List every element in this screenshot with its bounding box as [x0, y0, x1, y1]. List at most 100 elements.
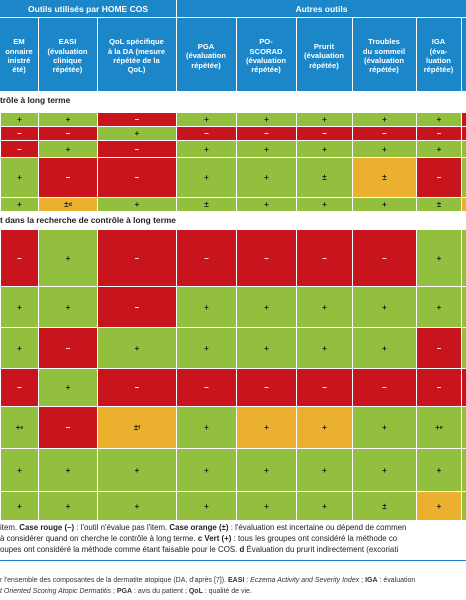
cell-value: + [65, 501, 71, 511]
table-cell: – [98, 369, 176, 406]
table-cell: + [98, 492, 176, 520]
header-separator [97, 18, 98, 91]
group-header-other-tools: Autres outils [295, 4, 348, 14]
table-cell: + [177, 158, 236, 197]
header-separator [296, 18, 297, 91]
cell-value: – [436, 383, 442, 392]
header-separator [352, 18, 353, 91]
table-cell: – [39, 328, 97, 368]
cell-value: + [65, 115, 71, 124]
cell-value: + [264, 501, 269, 511]
table-cell: ± f [98, 407, 176, 448]
table-cell: + [177, 141, 236, 157]
cell-value: + [204, 115, 209, 124]
cell-value: + [134, 129, 140, 138]
cell-value: + [17, 173, 22, 182]
table-cell: + [237, 198, 296, 211]
cell-value: + [17, 302, 22, 312]
cell-value: + [382, 465, 387, 475]
table-cell: – [177, 230, 236, 286]
cell-value: + [382, 200, 387, 209]
cell-value: – [204, 129, 209, 138]
cell-value: + [134, 465, 140, 475]
cell-value: + [264, 200, 269, 209]
table-cell: + [237, 158, 296, 197]
cell-value: + [134, 200, 140, 209]
table-cell: – [177, 127, 236, 140]
table-cell: + [237, 449, 296, 491]
table-cell [462, 449, 466, 491]
column-header: PO- SCORAD (évaluation répétée) [245, 37, 287, 75]
cell-value: + [65, 302, 71, 312]
cell-value: + [382, 343, 387, 353]
table-cell: – [1, 127, 38, 140]
table-cell: + [353, 141, 416, 157]
table-cell: + [297, 328, 352, 368]
section-label-long-term-control: trôle à long terme [0, 91, 466, 109]
table-cell: – [417, 127, 461, 140]
header-separator [416, 18, 417, 91]
cell-footnote-marker: d [68, 201, 72, 208]
table-cell: + [177, 328, 236, 368]
cell-value: ± [64, 200, 69, 209]
header-separator [176, 0, 177, 91]
table-cell: + [237, 328, 296, 368]
table-cell: + [39, 230, 97, 286]
table-cell: + [39, 113, 97, 126]
cell-value: + [134, 501, 140, 511]
cell-value: + [204, 302, 209, 312]
group-header-home-cos: Outils utilisés par HOME COS [28, 4, 148, 14]
cell-value: + [204, 501, 209, 511]
cell-value: + [134, 343, 140, 353]
table-cell: + e [1, 407, 38, 448]
cell-value: + [382, 302, 387, 312]
table-cell: + [353, 407, 416, 448]
table-cell: – [237, 369, 296, 406]
table-cell: + [417, 492, 461, 520]
cell-value: – [134, 115, 140, 124]
table-cell: – [353, 230, 416, 286]
table-cell: + [39, 369, 97, 406]
cell-value: ± [382, 173, 387, 182]
table-cell: + [98, 449, 176, 491]
table-cell: + [353, 113, 416, 126]
cell-value: + [264, 423, 269, 432]
table-cell [462, 492, 466, 520]
column-header: Prurit (évaluation répétée) [303, 41, 345, 70]
column-header: IGA (éva- luation répétée) [423, 37, 454, 75]
table-cell: + [417, 230, 461, 286]
table-cell [462, 407, 466, 448]
table-cell: + [1, 449, 38, 491]
cell-value: – [134, 383, 140, 392]
cell-value: – [322, 129, 327, 138]
cell-value: – [264, 383, 269, 392]
cell-value: – [134, 253, 140, 263]
table-cell: – [98, 287, 176, 327]
footnote-line-1: item. Case rouge (–) : l'outil n'évalue … [0, 523, 407, 532]
cell-value: – [382, 129, 387, 138]
table-cell: + [353, 287, 416, 327]
table-cell: + [297, 141, 352, 157]
table-cell: + [237, 113, 296, 126]
table-cell: + [39, 492, 97, 520]
table-cell: – [297, 230, 352, 286]
table-cell: + e [417, 407, 461, 448]
cell-value: – [264, 129, 269, 138]
table-cell: ± [417, 198, 461, 211]
table-cell: + [297, 287, 352, 327]
cell-value: + [436, 302, 442, 312]
cell-value: + [17, 343, 22, 353]
table-cell: + [98, 198, 176, 211]
caption-line-1: r l'ensemble des composantes de la derma… [0, 577, 416, 584]
cell-value: + [17, 115, 22, 124]
table-cell: – [1, 369, 38, 406]
column-header: QoL spécifique à la DA (mesure répétée d… [107, 37, 166, 75]
table-cell [462, 127, 466, 140]
table-cell: – [1, 230, 38, 286]
cell-footnote-marker: f [138, 424, 141, 431]
table-cell: + [39, 287, 97, 327]
cell-value: + [17, 465, 22, 475]
cell-value: + [382, 423, 387, 432]
table-cell: + [297, 198, 352, 211]
table-cell: ± [297, 158, 352, 197]
